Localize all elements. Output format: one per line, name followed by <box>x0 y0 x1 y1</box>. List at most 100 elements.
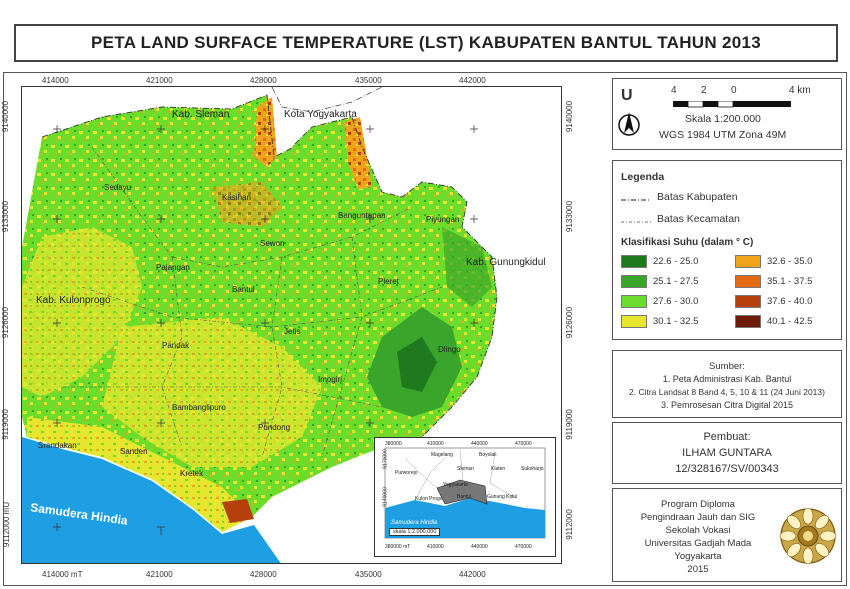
label-kab-sleman: Kab. Sleman <box>172 109 230 120</box>
scale-text: Skala 1:200.000 <box>685 113 761 125</box>
map-title: PETA LAND SURFACE TEMPERATURE (LST) KABU… <box>91 33 761 52</box>
x-tick-bottom: 428000 <box>250 570 277 579</box>
legend-swatch <box>735 275 761 288</box>
y-tick-left: 9133000 <box>1 200 11 233</box>
inset-label: Purworejo <box>395 470 418 476</box>
inset-x-tick-bottom: 410000 <box>427 544 444 550</box>
district-label: Piyungan <box>426 215 460 224</box>
y-tick-right: 9133000 <box>565 200 575 233</box>
inset-y-tick: 9140000 <box>382 487 389 507</box>
district-label: Kasihan <box>222 193 251 202</box>
inset-label: Kulon Progo <box>415 496 443 502</box>
author-name: ILHAM GUNTARA <box>682 447 772 459</box>
inset-scale: skala 1:2.000.000 <box>389 528 441 536</box>
district-label: Pandak <box>162 341 190 350</box>
author-id: 12/328167/SV/00343 <box>675 463 779 475</box>
legend-class-label: 37.6 - 40.0 <box>767 296 813 307</box>
legend-class-label: 32.6 - 35.0 <box>767 256 813 267</box>
inset-map: 380000 410000 440000 470000 9170000 9140… <box>374 437 556 557</box>
institution-line: Yogyakarta <box>674 551 722 562</box>
legend-title: Legenda <box>621 171 665 183</box>
inset-label: Boyolali <box>479 452 497 458</box>
source-item: 3. Pemrosesan Citra Digital 2015 <box>660 400 794 410</box>
inset-x-tick-bottom: 470000 <box>515 544 532 550</box>
district-label: Pleret <box>378 277 399 286</box>
legend-class-label: 25.1 - 27.5 <box>653 276 699 287</box>
legend-class-label: 35.1 - 37.5 <box>767 276 813 287</box>
inset-x-tick: 410000 <box>427 441 444 447</box>
legend-swatch <box>621 255 647 268</box>
inset-x-tick-bottom: 440000 <box>471 544 488 550</box>
kecamatan-line-icon <box>621 221 651 223</box>
title-box: PETA LAND SURFACE TEMPERATURE (LST) KABU… <box>14 24 838 62</box>
institution-line: 2015 <box>687 564 709 575</box>
scale-tick: 4 km <box>789 85 811 96</box>
inset-sea-label: Samudera Hindia <box>391 520 438 526</box>
legend-panel: Legenda Batas Kabupaten Batas Kecamatan … <box>612 160 842 340</box>
district-label: Srandakan <box>38 441 77 450</box>
institution-line: Pengindraan Jauh dan SIG <box>640 512 756 523</box>
district-label: Bantul <box>232 285 255 294</box>
kabupaten-line-icon <box>621 199 651 201</box>
district-label: Kretek <box>180 469 204 478</box>
institution-line: Universitas Gadjah Mada <box>644 538 752 549</box>
scale-tick: 0 <box>731 85 737 96</box>
legend-swatch <box>735 315 761 328</box>
north-scale-panel: U 4 2 0 4 km Skala 1:200.000 WGS 1984 UT… <box>612 78 842 150</box>
label-kota-yogyakarta: Kota Yogyakarta <box>284 109 357 120</box>
x-tick-top: 435000 <box>355 76 382 85</box>
legend-class-label: 40.1 - 42.5 <box>767 316 813 327</box>
ugm-seal-icon <box>779 507 837 565</box>
north-letter: U <box>621 87 633 104</box>
inset-x-tick: 440000 <box>471 441 488 447</box>
label-kab-gunungkidul: Kab. Gunungkidul <box>466 257 546 268</box>
y-tick-left: 9126000 <box>1 306 11 339</box>
x-tick-top: 428000 <box>250 76 277 85</box>
district-label: Jetis <box>284 327 301 336</box>
district-label: Sedayu <box>104 183 132 192</box>
scale-tick: 2 <box>701 85 707 96</box>
institution-panel: Program Diploma Pengindraan Jauh dan SIG… <box>612 488 842 582</box>
legend-class-title: Klasifikasi Suhu (dalam ° C) <box>621 237 754 248</box>
inset-x-tick: 470000 <box>515 441 532 447</box>
district-label: Imogiri <box>318 375 343 384</box>
y-tick-right: 9140000 <box>565 100 575 133</box>
y-tick-left: 9112000 mU <box>2 501 12 548</box>
x-tick-bottom: 435000 <box>355 570 382 579</box>
inset-x-tick: 380000 <box>385 441 402 447</box>
y-tick-right: 9112000 <box>564 509 574 540</box>
legend-kabupaten: Batas Kabupaten <box>657 191 738 203</box>
north-arrow-icon <box>618 112 640 136</box>
inset-y-tick: 9170000 <box>382 449 389 469</box>
institution-line: Sekolah Vokasi <box>665 525 731 536</box>
scale-bar <box>673 101 791 108</box>
inset-label: Gunung Kidul <box>487 494 518 500</box>
projection-text: WGS 1984 UTM Zona 49M <box>659 129 787 141</box>
institution-line: Program Diploma <box>661 499 735 510</box>
inset-label: Sleman <box>457 466 474 472</box>
legend-swatch <box>621 295 647 308</box>
legend-swatch <box>735 255 761 268</box>
lst-map-canvas <box>22 87 561 563</box>
author-title: Pembuat: <box>703 431 751 443</box>
source-item: 1. Peta Administrasi Kab. Bantul <box>662 374 792 384</box>
legend-kecamatan: Batas Kecamatan <box>657 213 740 225</box>
lst-map[interactable]: Kab. Sleman Kota Yogyakarta Kab. Kulonpr… <box>21 86 562 564</box>
scale-tick: 4 <box>671 85 677 96</box>
inset-label: Yogyakarta <box>443 482 468 488</box>
y-tick-right: 9119000 <box>564 409 574 440</box>
x-tick-bottom: 442000 <box>459 570 486 579</box>
inset-x-tick-bottom: 380000 mT <box>385 544 411 550</box>
x-tick-top: 414000 <box>42 76 69 85</box>
x-tick-bottom: 421000 <box>146 570 173 579</box>
y-tick-left: 9140000 <box>1 100 11 133</box>
label-kab-kulonprogo: Kab. Kulonprogo <box>36 295 111 306</box>
x-tick-top: 421000 <box>146 76 173 85</box>
inset-label: Sukoharjo <box>521 466 544 472</box>
legend-class-label: 22.6 - 25.0 <box>653 256 699 267</box>
district-label: Sanden <box>120 447 148 456</box>
legend-class-label: 27.6 - 30.0 <box>653 296 699 307</box>
x-tick-top: 442000 <box>459 76 486 85</box>
legend-swatch <box>621 275 647 288</box>
source-title: Sumber: <box>709 361 745 372</box>
